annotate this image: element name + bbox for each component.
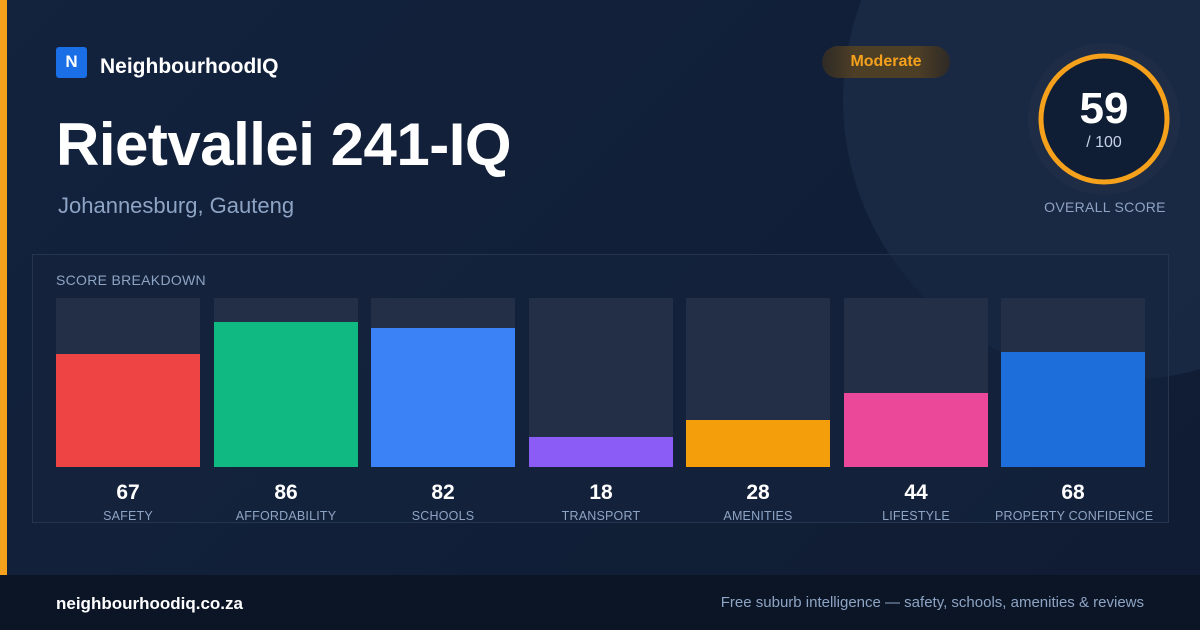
bar-value: 86 [274, 481, 298, 504]
brand-logo-icon: N [56, 46, 87, 78]
bar-track [1001, 298, 1145, 467]
bar-value: 82 [431, 481, 455, 504]
suburb-location: Johannesburg, Gauteng [58, 193, 295, 218]
overall-score-value: 59 [1079, 84, 1129, 133]
score-bar-amenities: 28 AMENITIES [686, 298, 830, 523]
score-bar-property-confidence: 68 PROPERTY CONFIDENCE [995, 298, 1153, 523]
bar-fill [214, 322, 358, 467]
footer: neighbourhoodiq.co.za Free suburb intell… [0, 575, 1200, 630]
suburb-title: Rietvallei 241-IQ [56, 111, 512, 178]
score-bar-schools: 82 SCHOOLS [371, 298, 515, 523]
bar-track [56, 298, 200, 467]
score-breakdown-title: SCORE BREAKDOWN [56, 272, 206, 288]
bar-label: SAFETY [103, 509, 153, 523]
bar-value: 28 [746, 481, 770, 504]
overall-score-max: / 100 [1086, 134, 1122, 151]
bar-value: 44 [904, 481, 928, 504]
bar-track [214, 298, 358, 467]
bar-fill [529, 437, 673, 467]
bar-track [371, 298, 515, 467]
bar-value: 18 [589, 481, 613, 504]
score-breakdown-panel: SCORE BREAKDOWN 67 SAFETY 86 AFFORDABILITY 8… [32, 254, 1169, 523]
accent-stripe [0, 0, 7, 575]
bar-track [529, 298, 673, 467]
share-card: N NeighbourhoodIQ Rietvallei 241-IQ Joha… [0, 0, 1200, 575]
bar-label: PROPERTY CONFIDENCE [995, 509, 1154, 523]
overall-score-label: OVERALL SCORE [1044, 199, 1166, 215]
bar-label: AFFORDABILITY [235, 509, 337, 523]
footer-url-link[interactable]: neighbourhoodiq.co.za [56, 594, 243, 613]
bar-value: 68 [1061, 481, 1085, 504]
score-ring-graphic [1028, 43, 1180, 195]
rating-badge: Moderate [822, 46, 950, 78]
brand: N NeighbourhoodIQ [56, 46, 278, 78]
bar-label: LIFESTYLE [882, 509, 950, 523]
bar-value: 67 [116, 481, 140, 504]
bar-track [844, 298, 988, 467]
bar-fill [56, 354, 200, 467]
bar-track [686, 298, 830, 467]
bar-label: AMENITIES [723, 509, 793, 523]
score-bar-lifestyle: 44 LIFESTYLE [844, 298, 988, 523]
bar-fill [1001, 352, 1145, 467]
footer-tagline: Free suburb intelligence — safety, schoo… [720, 594, 1144, 611]
score-bar-safety: 67 SAFETY [56, 298, 200, 523]
bar-fill [686, 420, 830, 467]
bar-fill [844, 393, 988, 467]
score-bar-transport: 18 TRANSPORT [529, 298, 673, 523]
bar-fill [371, 328, 515, 467]
bar-label: SCHOOLS [411, 509, 475, 523]
brand-name: NeighbourhoodIQ [100, 55, 279, 78]
bar-label: TRANSPORT [561, 509, 641, 523]
score-bar-affordability: 86 AFFORDABILITY [214, 298, 358, 523]
overall-score-ring: 59 / 100 [1028, 42, 1182, 196]
